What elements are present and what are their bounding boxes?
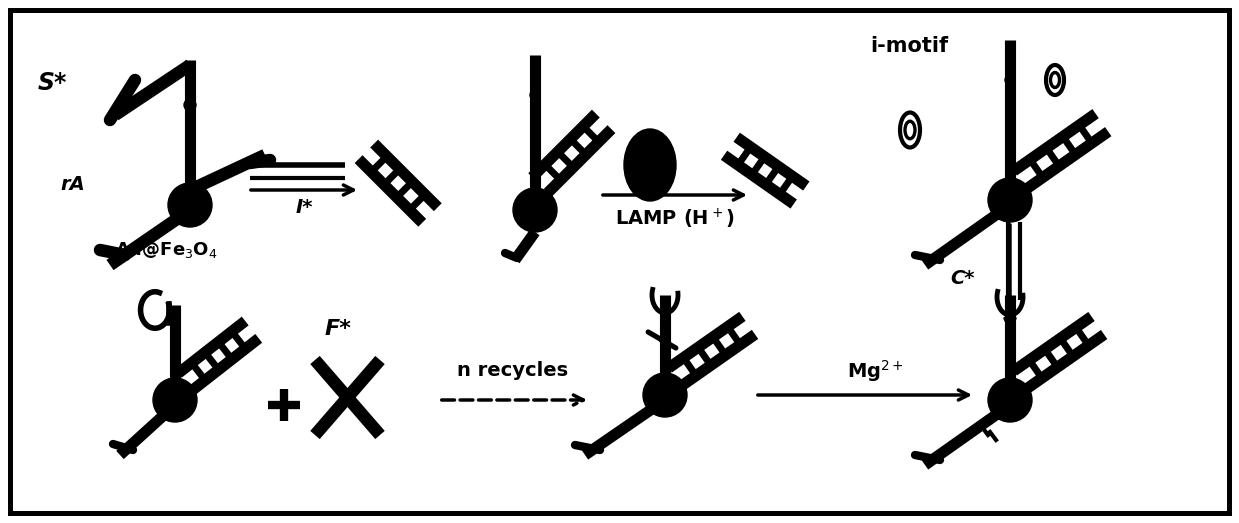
Text: rA: rA bbox=[59, 175, 84, 194]
Circle shape bbox=[530, 90, 540, 100]
Circle shape bbox=[659, 338, 664, 343]
Circle shape bbox=[643, 373, 686, 417]
Text: F*: F* bbox=[325, 319, 352, 339]
Text: S*: S* bbox=[38, 71, 67, 95]
Text: LAMP (H$^+$): LAMP (H$^+$) bbox=[615, 206, 735, 231]
Circle shape bbox=[169, 183, 212, 227]
Circle shape bbox=[513, 188, 558, 232]
Text: I*: I* bbox=[295, 198, 312, 217]
Text: Au@Fe$_3$O$_4$: Au@Fe$_3$O$_4$ bbox=[115, 240, 218, 260]
Text: n recycles: n recycles bbox=[457, 361, 569, 380]
Circle shape bbox=[185, 99, 196, 111]
Circle shape bbox=[987, 378, 1032, 422]
Text: C*: C* bbox=[950, 269, 975, 288]
Text: Mg$^{2+}$: Mg$^{2+}$ bbox=[846, 358, 903, 384]
Ellipse shape bbox=[624, 129, 676, 201]
Text: i-motif: i-motif bbox=[870, 36, 948, 56]
Circle shape bbox=[1005, 75, 1015, 85]
Circle shape bbox=[152, 378, 197, 422]
Circle shape bbox=[987, 178, 1032, 222]
